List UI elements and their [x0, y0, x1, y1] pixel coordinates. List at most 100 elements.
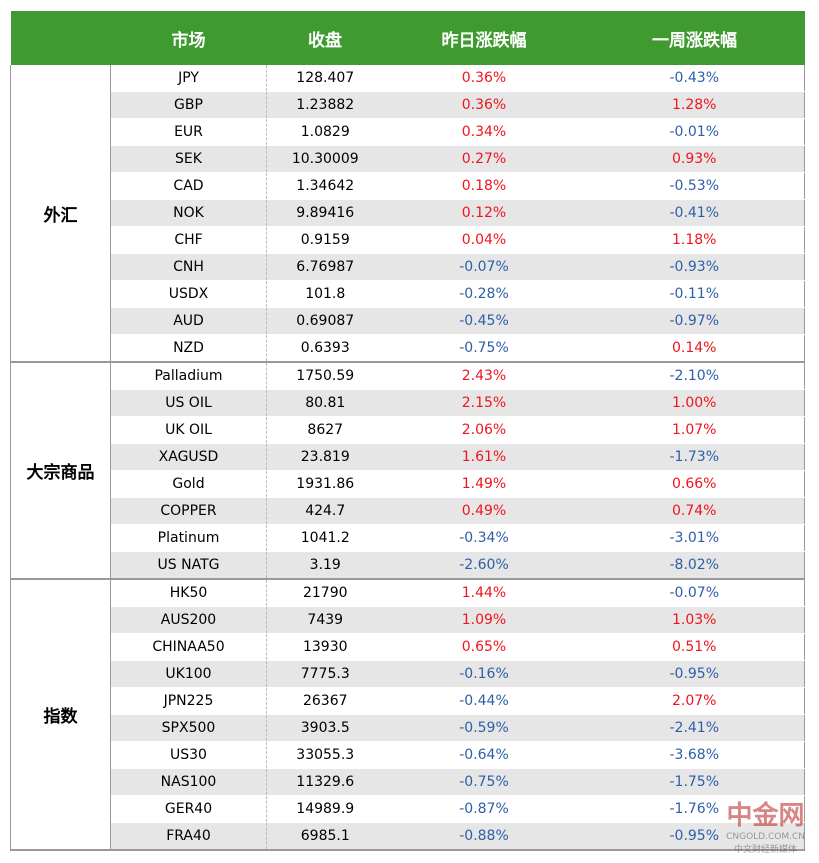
quote-table: 市场 收盘 昨日涨跌幅 一周涨跌幅 外汇 JPY 128.407 0.36% -0.43…	[10, 11, 805, 851]
weekly-change: -3.01%	[584, 524, 805, 552]
watermark: 中金网 CNGOLD.COM.CN 中文财经新媒体	[726, 795, 805, 855]
close: 21790	[266, 579, 384, 607]
close: 1.23882	[266, 91, 384, 119]
daily-change: -0.45%	[383, 307, 585, 335]
group-header	[10, 11, 111, 65]
weekly-change: -3.68%	[584, 741, 805, 769]
daily-change: 1.44%	[383, 579, 585, 607]
table-row: AUS200 7439 1.09% 1.03%	[11, 606, 805, 634]
table-row: NAS100 11329.6 -0.75% -1.75%	[11, 768, 805, 796]
daily-change: 0.18%	[383, 172, 585, 200]
daily-change: 1.09%	[383, 606, 585, 634]
market: USDX	[110, 280, 267, 308]
close: 33055.3	[266, 741, 384, 769]
weekly-change: -0.95%	[584, 822, 805, 851]
market: GBP	[110, 91, 267, 119]
header-cell: 收盘	[266, 11, 384, 65]
daily-change: 1.61%	[383, 443, 585, 471]
weekly-change: -2.10%	[584, 362, 805, 390]
daily-change: 0.27%	[383, 145, 585, 173]
daily-change: -0.88%	[383, 822, 585, 851]
table-row: EUR 1.0829 0.34% -0.01%	[11, 118, 805, 146]
weekly-change: 1.28%	[584, 91, 805, 119]
close: 6985.1	[266, 822, 384, 851]
daily-change: 0.36%	[383, 65, 585, 92]
header-cell: 市场	[110, 11, 267, 65]
market: JPN225	[110, 687, 267, 715]
market: COPPER	[110, 497, 267, 525]
close: 424.7	[266, 497, 384, 525]
table-row: US NATG 3.19 -2.60% -8.02%	[11, 551, 805, 580]
close: 80.81	[266, 389, 384, 417]
table-row: AUD 0.69087 -0.45% -0.97%	[11, 307, 805, 335]
daily-change: -0.59%	[383, 714, 585, 742]
table-row: USDX 101.8 -0.28% -0.11%	[11, 280, 805, 308]
daily-change: 0.36%	[383, 91, 585, 119]
daily-change: -2.60%	[383, 551, 585, 580]
close: 26367	[266, 687, 384, 715]
market: JPY	[110, 65, 267, 92]
table-row: GBP 1.23882 0.36% 1.28%	[11, 91, 805, 119]
daily-change: -0.44%	[383, 687, 585, 715]
table-row: 外汇 JPY 128.407 0.36% -0.43%	[10, 65, 805, 363]
close: 128.407	[266, 65, 384, 92]
daily-change: -0.87%	[383, 795, 585, 823]
weekly-change: -2.41%	[584, 714, 805, 742]
close: 9.89416	[266, 199, 384, 227]
daily-change: -0.64%	[383, 741, 585, 769]
weekly-change: 1.03%	[584, 606, 805, 634]
table-row: GER40 14989.9 -0.87% -1.76%	[11, 795, 805, 823]
table-row: Platinum 1041.2 -0.34% -3.01%	[11, 524, 805, 552]
daily-change: 2.43%	[383, 362, 585, 390]
table-body: 外汇 JPY 128.407 0.36% -0.43% GBP 1.23882 0.36% 1.…	[10, 65, 805, 851]
close: 1.0829	[266, 118, 384, 146]
table-row: 大宗商品 Palladium 1750.59 2.43% -2.10%	[10, 362, 805, 580]
daily-change: -0.75%	[383, 334, 585, 363]
weekly-change: -1.75%	[584, 768, 805, 796]
market: UK OIL	[110, 416, 267, 444]
table-row: CHF 0.9159 0.04% 1.18%	[11, 226, 805, 254]
market: Platinum	[110, 524, 267, 552]
market: CHF	[110, 226, 267, 254]
table-row: US30 33055.3 -0.64% -3.68%	[11, 741, 805, 769]
daily-change: -0.34%	[383, 524, 585, 552]
market: SEK	[110, 145, 267, 173]
weekly-change: -0.97%	[584, 307, 805, 335]
table-row: JPN225 26367 -0.44% 2.07%	[11, 687, 805, 715]
weekly-change: -0.53%	[584, 172, 805, 200]
market: EUR	[110, 118, 267, 146]
watermark-site: CNGOLD.COM.CN	[726, 832, 805, 842]
table-row: SPX500 3903.5 -0.59% -2.41%	[11, 714, 805, 742]
table-row: Gold 1931.86 1.49% 0.66%	[11, 470, 805, 498]
close: 8627	[266, 416, 384, 444]
table-row: UK100 7775.3 -0.16% -0.95%	[11, 660, 805, 688]
close: 3.19	[266, 551, 384, 580]
weekly-change: 0.14%	[584, 334, 805, 363]
table-row: XAGUSD 23.819 1.61% -1.73%	[11, 443, 805, 471]
weekly-change: -0.43%	[584, 65, 805, 92]
table-row: NZD 0.6393 -0.75% 0.14%	[11, 334, 805, 363]
close: 10.30009	[266, 145, 384, 173]
close: 7775.3	[266, 660, 384, 688]
weekly-change: -0.41%	[584, 199, 805, 227]
weekly-change: 1.07%	[584, 416, 805, 444]
market: CHINAA50	[110, 633, 267, 661]
table-row: US OIL 80.81 2.15% 1.00%	[11, 389, 805, 417]
table-row: 指数 HK50 21790 1.44% -0.07%	[10, 579, 805, 851]
market: CAD	[110, 172, 267, 200]
daily-change: 0.65%	[383, 633, 585, 661]
market: Palladium	[110, 362, 267, 390]
close: 101.8	[266, 280, 384, 308]
close: 1.34642	[266, 172, 384, 200]
weekly-change: -0.07%	[584, 579, 805, 607]
watermark-brand: 中金网	[726, 801, 805, 831]
daily-change: -0.28%	[383, 280, 585, 308]
table-row: COPPER 424.7 0.49% 0.74%	[11, 497, 805, 525]
weekly-change: -8.02%	[584, 551, 805, 580]
group-name: 大宗商品	[10, 362, 111, 580]
market: UK100	[110, 660, 267, 688]
close: 11329.6	[266, 768, 384, 796]
close: 13930	[266, 633, 384, 661]
weekly-change: -1.73%	[584, 443, 805, 471]
